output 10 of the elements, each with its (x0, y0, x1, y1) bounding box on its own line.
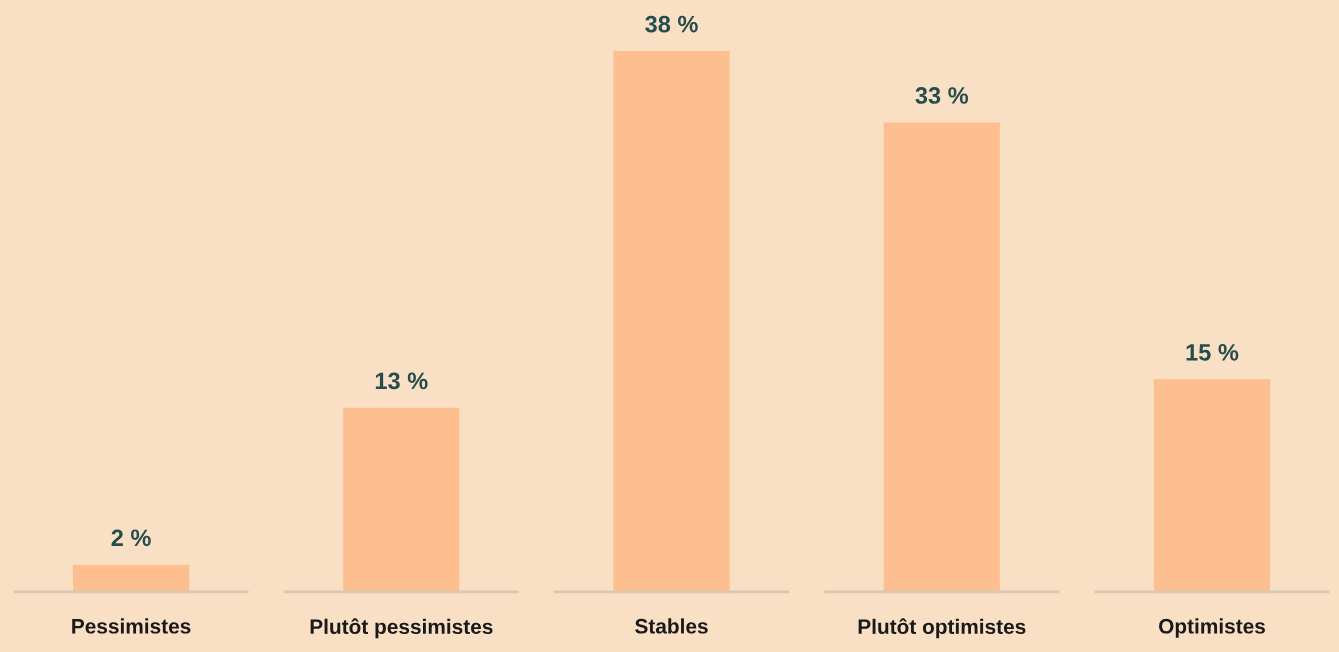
x-tick-label: Pessimistes (72, 618, 191, 634)
x-tick-label: Plutôt pessimistes (310, 618, 493, 639)
data-label: 38 % (645, 15, 698, 33)
data-label: 15 % (1186, 344, 1239, 361)
data-label: 2 % (111, 529, 151, 547)
x-tick-label: Optimistes (1159, 618, 1265, 638)
data-label: 33 % (915, 87, 969, 104)
x-tick-label: Stables (635, 618, 708, 634)
x-tick-label: Plutôt optimistes (858, 618, 1026, 639)
data-label: 13 % (375, 372, 428, 390)
